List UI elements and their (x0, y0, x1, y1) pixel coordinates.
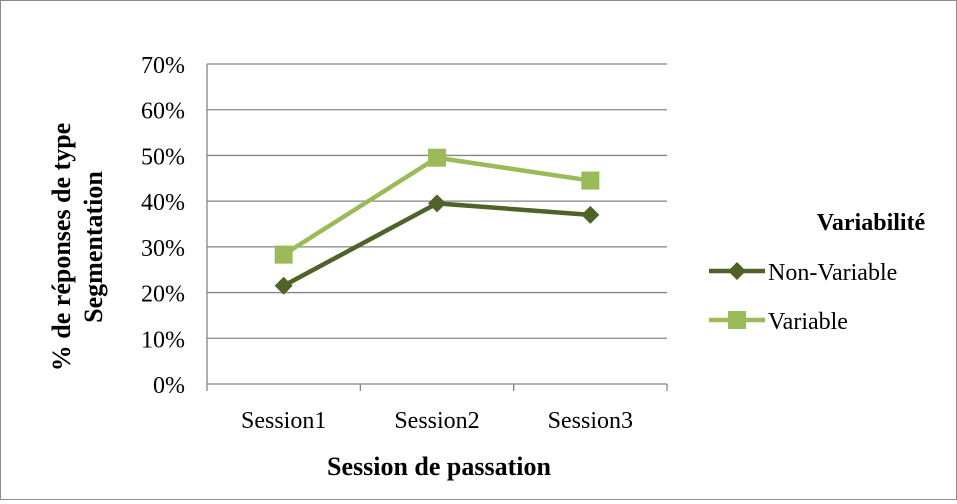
data-point-0-2 (581, 205, 600, 224)
data-point-1-0 (274, 245, 293, 264)
gridlines (206, 63, 668, 391)
y-axis-title-line-2: Segmentation (79, 171, 108, 323)
series-line-0 (282, 201, 591, 288)
y-tick-label-6: 60% (141, 99, 185, 125)
legend-item-1: Variable (709, 309, 848, 335)
y-tick-label-3: 30% (141, 236, 185, 262)
legend-label-1: Variable (768, 309, 848, 335)
legend-swatch-marker-1 (728, 311, 746, 329)
y-axis-title-line-1: % de réponses de type (47, 123, 76, 371)
legend-label-0: Non-Variable (768, 260, 897, 286)
x-tick-label-1: Session2 (394, 408, 479, 434)
legend-title: Variabilité (817, 210, 926, 236)
series-1 (274, 148, 600, 264)
series-group (274, 148, 600, 295)
y-tick-label-5: 50% (141, 144, 185, 170)
x-tick-label-2: Session3 (548, 408, 633, 434)
x-tick-labels: Session1 Session2 Session3 (241, 408, 633, 434)
y-tick-labels: 0% 10% 20% 30% 40% 50% 60% 70% (141, 53, 185, 399)
y-tick-label-0: 0% (153, 373, 185, 399)
y-tick-label-7: 70% (141, 53, 185, 79)
data-point-1-1 (428, 148, 446, 167)
data-point-1-2 (581, 171, 600, 190)
legend: Variabilité Non-Variable Variable (709, 210, 926, 335)
legend-items: Non-Variable Variable (709, 260, 897, 335)
legend-swatch-marker-0 (728, 262, 746, 280)
x-tick-label-0: Session1 (241, 408, 326, 434)
legend-item-0: Non-Variable (709, 260, 897, 286)
series-0 (274, 194, 600, 295)
data-point-0-0 (274, 276, 293, 295)
x-axis-title: Session de passation (327, 452, 551, 481)
y-tick-label-4: 40% (141, 190, 185, 216)
data-point-0-1 (428, 194, 446, 213)
y-tick-label-1: 10% (141, 327, 185, 353)
y-axis-title: % de réponses de type Segmentation (47, 123, 108, 371)
y-tick-label-2: 20% (141, 282, 185, 308)
